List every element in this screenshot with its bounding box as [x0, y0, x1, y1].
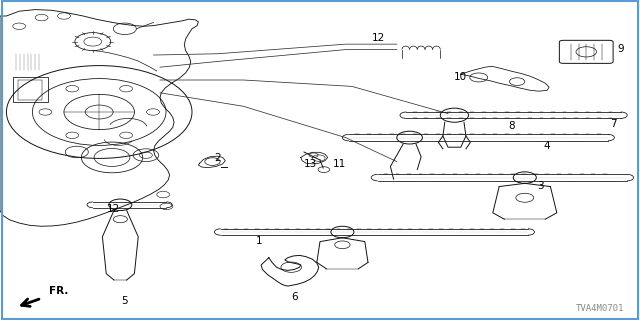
Text: FR.: FR.: [49, 286, 68, 296]
Text: 2: 2: [214, 153, 221, 164]
Text: 11: 11: [333, 159, 346, 169]
Text: 13: 13: [304, 159, 317, 169]
Text: 9: 9: [618, 44, 624, 54]
Text: 1: 1: [256, 236, 262, 246]
Text: 6: 6: [291, 292, 298, 302]
Text: 10: 10: [454, 72, 467, 83]
Text: 5: 5: [122, 296, 128, 307]
Text: 8: 8: [509, 121, 515, 132]
Text: 12: 12: [372, 33, 385, 43]
Text: 12: 12: [108, 204, 120, 214]
Text: TVA4M0701: TVA4M0701: [575, 304, 624, 313]
Text: 4: 4: [544, 140, 550, 151]
Text: 3: 3: [538, 181, 544, 191]
Text: 7: 7: [610, 119, 616, 129]
